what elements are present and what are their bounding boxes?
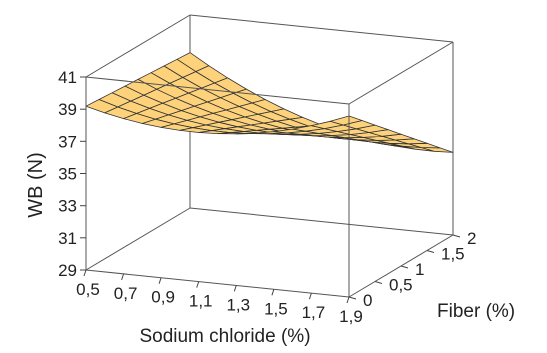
box-edge bbox=[189, 207, 454, 236]
box-edge bbox=[85, 14, 191, 78]
x-tick-label: 1,1 bbox=[189, 292, 213, 311]
x-tick-label: 0,7 bbox=[114, 284, 138, 303]
box-edge bbox=[85, 76, 350, 105]
x-tick-label: 0,9 bbox=[151, 288, 175, 307]
x-axis-label: Sodium chloride (%) bbox=[139, 326, 310, 347]
surface-patch bbox=[329, 115, 363, 126]
x-tick-label: 1,5 bbox=[264, 299, 288, 318]
y-tick-label: 0 bbox=[363, 291, 372, 310]
box-edge bbox=[189, 14, 454, 43]
z-tick-label: 29 bbox=[58, 261, 77, 280]
response-surface bbox=[85, 52, 454, 153]
z-axis-ticks: 29 31 33 35 37 39 41 bbox=[58, 68, 86, 280]
z-tick-label: 31 bbox=[58, 229, 77, 248]
x-tick-label: 1,7 bbox=[302, 303, 326, 322]
x-tick-mark bbox=[233, 285, 237, 292]
x-tick-mark bbox=[308, 292, 312, 300]
x-tick-mark bbox=[83, 269, 87, 277]
y-tick-mark bbox=[374, 281, 383, 284]
z-tick-label: 37 bbox=[58, 132, 77, 151]
y-tick-mark bbox=[400, 265, 409, 269]
z-tick-label: 39 bbox=[58, 100, 77, 119]
z-axis-label: WB (N) bbox=[25, 152, 47, 218]
x-tick-mark bbox=[158, 277, 162, 284]
y-tick-mark bbox=[348, 296, 357, 300]
z-tick-label: 33 bbox=[58, 197, 77, 216]
y-tick-label: 2 bbox=[467, 229, 476, 248]
y-axis-ticks: 0 0,51 1,52 bbox=[348, 229, 476, 310]
y-tick-label: 1,5 bbox=[441, 245, 465, 264]
y-tick-mark bbox=[452, 234, 461, 238]
x-tick-mark bbox=[346, 296, 350, 304]
y-axis-label: Fiber (%) bbox=[437, 301, 515, 322]
box-edge bbox=[85, 207, 191, 271]
x-tick-mark bbox=[196, 281, 200, 288]
box-edge bbox=[85, 269, 350, 298]
box-back-edges bbox=[85, 14, 454, 271]
box-edge bbox=[348, 41, 454, 105]
x-axis-ticks: 0,5 0,7 0,9 1,1 1,3 1,5 1,7 1,9 bbox=[76, 269, 363, 326]
z-tick-label: 35 bbox=[58, 165, 77, 184]
x-tick-mark bbox=[121, 273, 125, 281]
x-tick-mark bbox=[271, 289, 275, 296]
z-tick-label: 41 bbox=[58, 68, 77, 87]
x-tick-label: 0,5 bbox=[76, 280, 100, 299]
y-tick-label: 1 bbox=[415, 260, 424, 279]
x-tick-label: 1,9 bbox=[339, 307, 363, 326]
y-tick-label: 0,5 bbox=[389, 276, 413, 295]
y-tick-mark bbox=[426, 250, 435, 253]
x-tick-label: 1,3 bbox=[226, 295, 250, 314]
